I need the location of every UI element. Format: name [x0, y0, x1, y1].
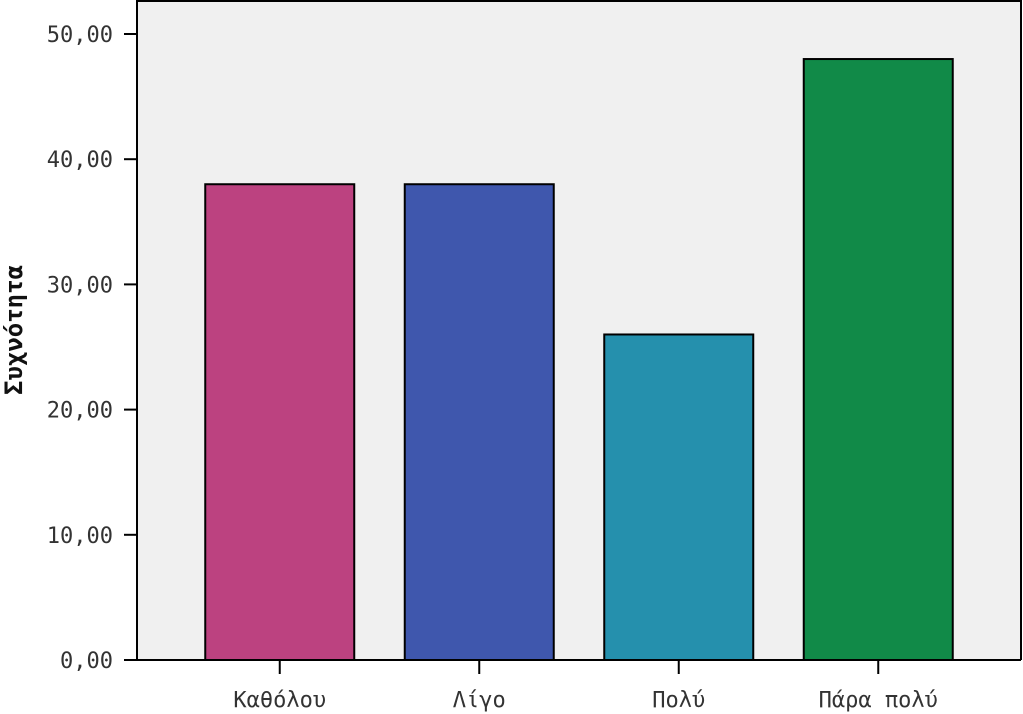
- y-axis-title: Συχνότητα: [0, 265, 28, 395]
- bars-group: [204, 58, 954, 662]
- bar: [204, 183, 356, 662]
- y-tick-label: 20,00: [47, 399, 113, 424]
- y-tick-label: 40,00: [47, 148, 113, 173]
- x-tick-label: Καθόλου: [233, 688, 326, 713]
- x-tick-label: Πολύ: [652, 688, 705, 713]
- bar: [603, 333, 755, 661]
- x-tick-label: Πάρα πολύ: [819, 688, 938, 713]
- y-tick-label: 50,00: [47, 23, 113, 48]
- y-tick-label: 30,00: [47, 273, 113, 298]
- y-tick-label: 10,00: [47, 524, 113, 549]
- y-axis-ticks: 0,00 10,00 20,00 30,00 40,00 50,00: [47, 23, 137, 674]
- bar: [403, 183, 555, 662]
- x-axis-ticks: Καθόλου Λίγο Πολύ Πάρα πολύ: [233, 660, 938, 713]
- bar: [802, 58, 954, 662]
- y-tick-label: 0,00: [60, 649, 113, 674]
- x-tick-label: Λίγο: [453, 688, 506, 713]
